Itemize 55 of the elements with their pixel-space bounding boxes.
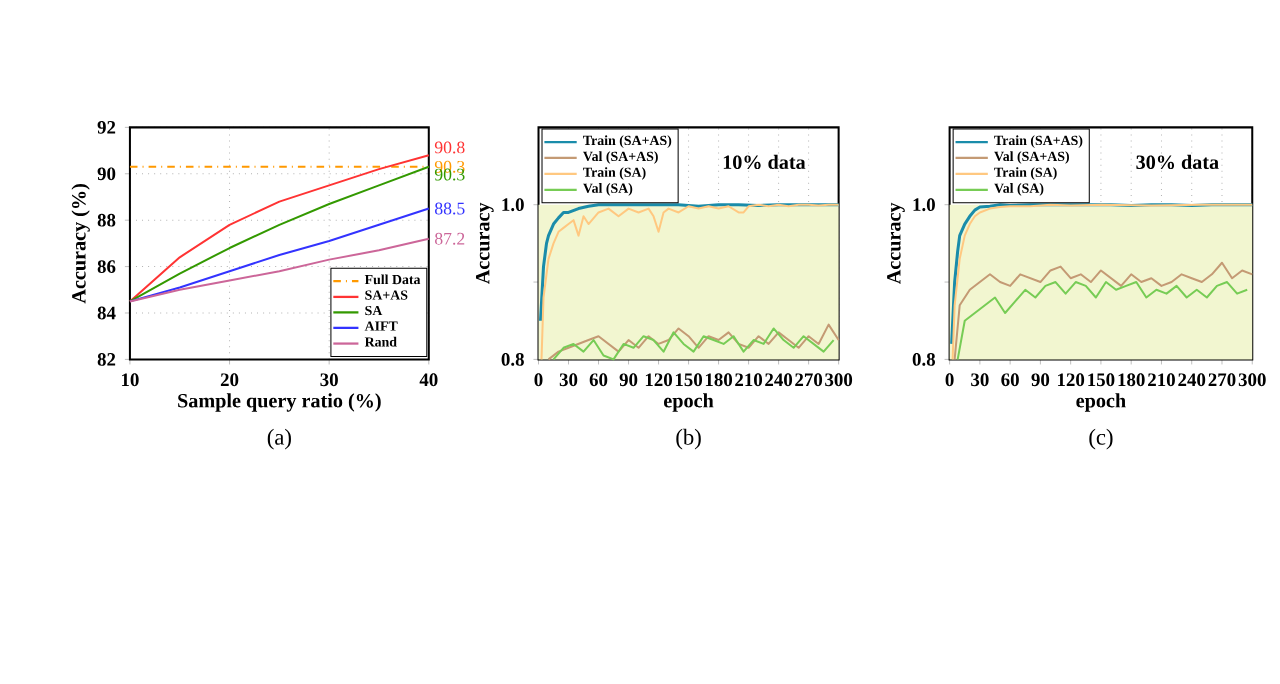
x-tick-label: 210 bbox=[735, 372, 763, 386]
line-series bbox=[128, 207, 430, 303]
x-tick-label: 30 bbox=[320, 372, 338, 386]
x-axis-title: epoch bbox=[664, 392, 714, 412]
x-tick-label: 0 bbox=[534, 372, 543, 386]
y-tick-label: 0.8 bbox=[501, 352, 524, 366]
y-tick-label: 1.0 bbox=[502, 197, 524, 211]
x-tick-label: 270 bbox=[795, 372, 823, 386]
x-tick-label: 0 bbox=[945, 372, 954, 386]
y-tick-label: 88 bbox=[97, 213, 116, 227]
data-label: 88.5 bbox=[435, 202, 465, 215]
y-tick-label: 86 bbox=[97, 259, 116, 273]
data-label: 90.8 bbox=[434, 141, 465, 154]
x-axis-title: Sample query ratio (%) bbox=[178, 392, 381, 412]
text: (c) bbox=[1089, 428, 1113, 450]
x-tick-label: 180 bbox=[705, 372, 733, 386]
y-tick-label: 84 bbox=[97, 306, 116, 320]
annotation: 10% data bbox=[723, 154, 806, 169]
x-tick-label: 60 bbox=[1001, 372, 1019, 386]
y-tick-label: 82 bbox=[97, 352, 116, 366]
x-tick-label: 150 bbox=[675, 372, 703, 386]
x-tick-label: 240 bbox=[1178, 372, 1206, 386]
x-tick-label: 300 bbox=[825, 372, 853, 386]
y-axis-title: Accuracy bbox=[887, 202, 905, 284]
x-axis-title: epoch bbox=[1076, 392, 1126, 412]
x-tick-label: 210 bbox=[1148, 372, 1175, 386]
y-axis-title: Accuracy (%) bbox=[71, 183, 90, 304]
text: (b) bbox=[676, 428, 701, 450]
y-tick-label: 1.0 bbox=[913, 197, 935, 211]
annotation: 30% data bbox=[1136, 154, 1219, 169]
x-tick-label: 30 bbox=[971, 372, 989, 386]
x-tick-label: 10 bbox=[121, 372, 139, 386]
x-tick-label: 120 bbox=[1057, 372, 1085, 386]
x-tick-label: 20 bbox=[220, 372, 239, 386]
x-tick-label: 240 bbox=[765, 372, 793, 386]
x-tick-label: 120 bbox=[645, 372, 673, 386]
x-tick-label: 180 bbox=[1118, 372, 1145, 386]
line-series bbox=[128, 237, 430, 303]
data-label: 87.2 bbox=[435, 232, 465, 245]
data-label: 90.3 bbox=[434, 168, 465, 181]
x-tick-label: 60 bbox=[589, 372, 608, 386]
y-tick-label: 92 bbox=[97, 120, 116, 134]
x-tick-label: 30 bbox=[559, 372, 578, 386]
y-tick-label: 90 bbox=[97, 167, 116, 180]
line-series bbox=[956, 280, 1249, 361]
x-tick-label: 300 bbox=[1238, 372, 1266, 386]
x-tick-label: 150 bbox=[1088, 372, 1115, 386]
y-axis-title: Accuracy bbox=[475, 202, 494, 284]
y-tick-label: 0.8 bbox=[912, 352, 936, 366]
x-tick-label: 90 bbox=[1031, 372, 1050, 386]
x-tick-label: 270 bbox=[1208, 372, 1236, 386]
x-tick-label: 40 bbox=[419, 372, 438, 386]
x-tick-label: 90 bbox=[619, 372, 638, 386]
data-label: 90.3 bbox=[434, 160, 465, 173]
text: (a) bbox=[267, 428, 291, 450]
